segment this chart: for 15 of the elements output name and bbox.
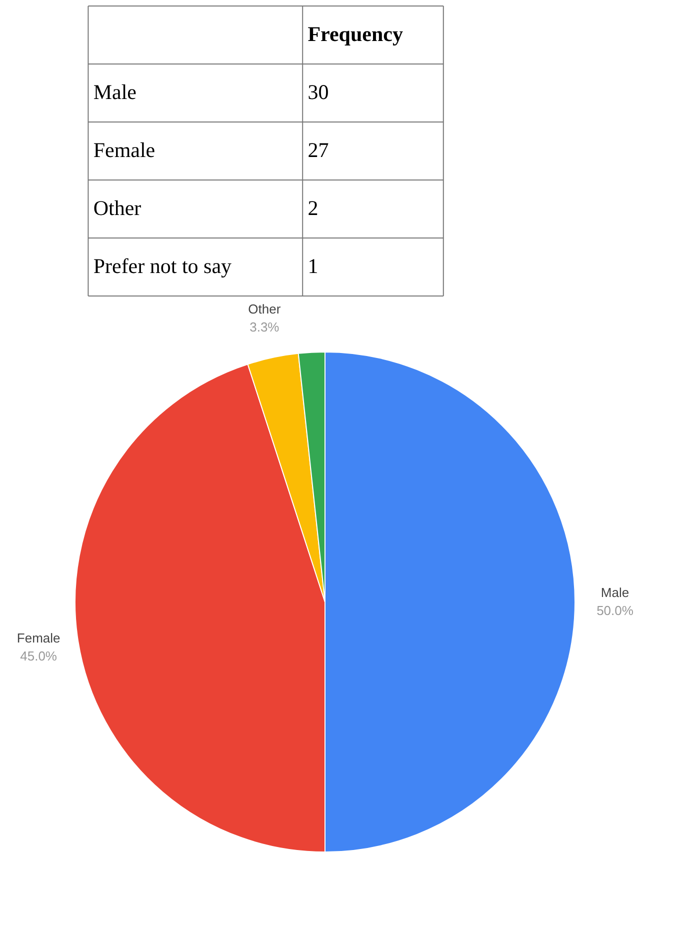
legend-title: Frequency bbox=[308, 22, 404, 46]
data-label: 2 bbox=[308, 196, 318, 220]
category-label: Prefer not to say bbox=[93, 254, 232, 278]
data-label: 3.3% bbox=[250, 319, 280, 334]
slice-label: Male bbox=[600, 585, 630, 600]
category-label: Male bbox=[93, 80, 136, 104]
data-label: 1 bbox=[308, 254, 318, 278]
data-label: 50.0% bbox=[596, 603, 634, 618]
data-label: 30 bbox=[308, 80, 329, 104]
category-label: Other bbox=[93, 196, 142, 220]
data-label: 27 bbox=[308, 138, 329, 162]
data-label: 45.0% bbox=[20, 648, 58, 664]
slice-label: Other bbox=[248, 301, 282, 316]
category-label: Female bbox=[93, 138, 156, 162]
slice-label: Female bbox=[16, 630, 60, 646]
